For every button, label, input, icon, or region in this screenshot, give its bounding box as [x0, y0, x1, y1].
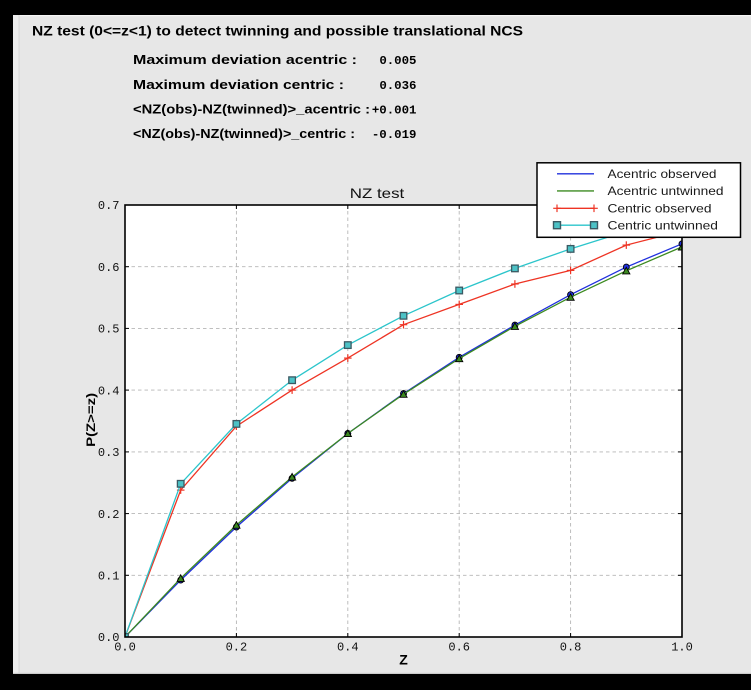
svg-text:0.005: 0.005 [379, 54, 416, 68]
svg-text:0.1: 0.1 [98, 570, 120, 584]
svg-text:0.4: 0.4 [98, 384, 120, 398]
svg-text:Centric observed: Centric observed [608, 202, 712, 216]
svg-text:0.3: 0.3 [98, 446, 120, 460]
svg-text:Z: Z [399, 652, 408, 668]
svg-text:Acentric untwinned: Acentric untwinned [608, 184, 724, 198]
svg-text:<NZ(obs)-NZ(twinned)>_centric: <NZ(obs)-NZ(twinned)>_centric : [133, 126, 355, 141]
svg-text:0.7: 0.7 [98, 199, 120, 213]
svg-text:Maximum deviation acentric :: Maximum deviation acentric : [133, 52, 357, 67]
svg-text:Acentric observed: Acentric observed [608, 167, 717, 181]
svg-text:0.6: 0.6 [98, 261, 120, 275]
svg-text:0.2: 0.2 [226, 641, 248, 655]
svg-text:NZ test (0<=z<1) to detect twi: NZ test (0<=z<1) to detect twinning and … [32, 22, 523, 38]
svg-text:0.6: 0.6 [448, 641, 470, 655]
svg-text:0.5: 0.5 [98, 323, 120, 337]
svg-text:NZ test: NZ test [350, 185, 405, 201]
svg-text:0.2: 0.2 [98, 508, 120, 522]
svg-text:+0.001: +0.001 [372, 104, 417, 118]
svg-text:1.0: 1.0 [671, 641, 693, 655]
svg-text:0.0: 0.0 [114, 641, 136, 655]
svg-text:0.8: 0.8 [560, 641, 582, 655]
svg-text:Maximum deviation centric :: Maximum deviation centric : [133, 77, 344, 92]
svg-text:0.036: 0.036 [379, 79, 416, 93]
svg-text:P(Z>=z): P(Z>=z) [84, 393, 98, 447]
svg-text:Centric untwinned: Centric untwinned [608, 219, 719, 233]
svg-text:0.0: 0.0 [98, 631, 120, 645]
svg-text:<NZ(obs)-NZ(twinned)>_acentric: <NZ(obs)-NZ(twinned)>_acentric : [133, 102, 370, 117]
svg-text:0.4: 0.4 [337, 641, 359, 655]
svg-text:-0.019: -0.019 [372, 128, 417, 142]
